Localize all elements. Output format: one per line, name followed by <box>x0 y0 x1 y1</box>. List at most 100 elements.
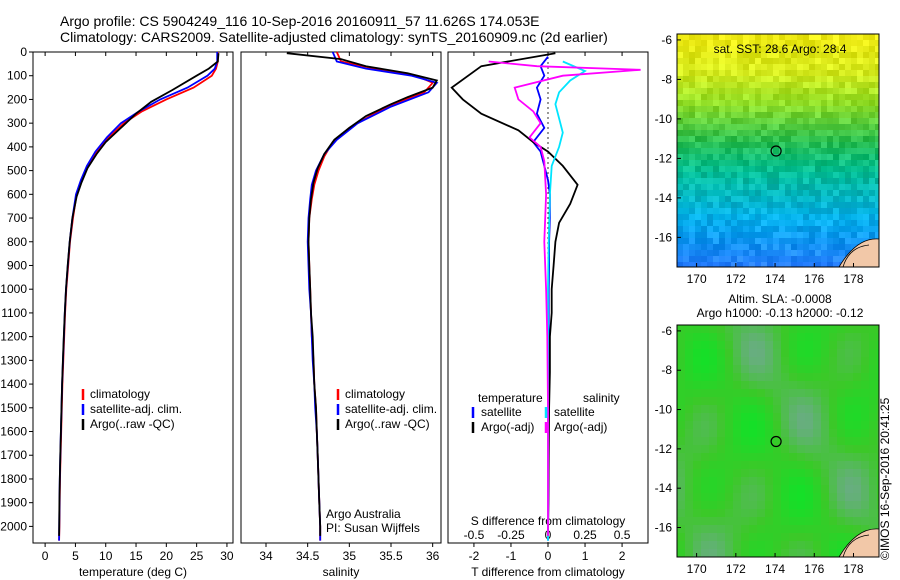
map-cell <box>791 70 797 76</box>
map-cell <box>845 190 851 196</box>
map-cell <box>701 76 707 82</box>
map-cell <box>717 349 725 357</box>
map-cell <box>765 469 773 477</box>
map-cell <box>677 477 685 485</box>
map-cell <box>749 238 755 244</box>
map-cell <box>757 429 765 437</box>
map-cell <box>839 112 845 118</box>
map-cell <box>677 429 685 437</box>
map-cell <box>773 112 779 118</box>
map-cell <box>689 64 695 70</box>
map-cell <box>761 184 767 190</box>
map-cell <box>845 220 851 226</box>
map-cell <box>765 485 773 493</box>
map-cell <box>773 549 781 557</box>
map-cell <box>693 469 701 477</box>
map-cell <box>837 333 845 341</box>
map-cell <box>861 413 869 421</box>
map-cell <box>837 541 845 549</box>
temperature-xlabel: temperature (deg C) <box>79 565 187 579</box>
map-cell <box>701 160 707 166</box>
map-cell <box>695 106 701 112</box>
map-cell <box>869 100 875 106</box>
map-cell <box>815 70 821 76</box>
map-cell <box>685 421 693 429</box>
map-cell <box>845 130 851 136</box>
map-cell <box>737 112 743 118</box>
map-cell <box>839 70 845 76</box>
depth-tick-label: 600 <box>7 187 27 201</box>
map-cell <box>869 142 875 148</box>
map-cell <box>845 214 851 220</box>
map-cell <box>737 238 743 244</box>
map-cell <box>733 445 741 453</box>
map-cell <box>875 64 879 70</box>
map-cell <box>791 214 797 220</box>
map-cell <box>813 445 821 453</box>
map-cell <box>725 365 733 373</box>
map-cell <box>851 118 857 124</box>
map-cell <box>853 333 861 341</box>
map-cell <box>725 262 731 267</box>
map-cell <box>839 160 845 166</box>
map-cell <box>815 166 821 172</box>
map-cell <box>749 40 755 46</box>
map-cell <box>731 232 737 238</box>
map-cell <box>845 325 853 333</box>
map-cell <box>767 76 773 82</box>
map-cell <box>733 333 741 341</box>
map-cell <box>773 485 781 493</box>
map-cell <box>677 202 683 208</box>
map-sla-frame <box>676 324 880 558</box>
map-cell <box>765 333 773 341</box>
map-cell <box>869 160 875 166</box>
map-cell <box>707 52 713 58</box>
map-cell <box>707 166 713 172</box>
map-cell <box>689 70 695 76</box>
map-cell <box>869 453 877 461</box>
map-cell <box>755 130 761 136</box>
map-cell <box>719 76 725 82</box>
map-cell <box>861 357 869 365</box>
map-cell <box>689 142 695 148</box>
map-cell <box>815 148 821 154</box>
map-cell <box>789 365 797 373</box>
map-cell <box>785 238 791 244</box>
map-cell <box>837 397 845 405</box>
map-cell <box>749 178 755 184</box>
map-cell <box>809 196 815 202</box>
map-cell <box>791 256 797 262</box>
map-cell <box>757 397 765 405</box>
map-cell <box>813 341 821 349</box>
map-cell <box>749 429 757 437</box>
map-cell <box>821 40 827 46</box>
map-cell <box>689 100 695 106</box>
map-cell <box>845 58 851 64</box>
map-cell <box>839 202 845 208</box>
map-cell <box>833 124 839 130</box>
map-cell <box>845 34 851 40</box>
map-cell <box>743 58 749 64</box>
map-cell <box>725 220 731 226</box>
map-cell <box>791 250 797 256</box>
map-cell <box>827 118 833 124</box>
map-cell <box>797 196 803 202</box>
map-cell <box>743 178 749 184</box>
map-cell <box>695 112 701 118</box>
map-cell <box>709 413 717 421</box>
map-cell <box>781 397 789 405</box>
map-cell <box>875 160 879 166</box>
map-cell <box>789 429 797 437</box>
map-cell <box>743 190 749 196</box>
map-cell <box>701 40 707 46</box>
map-cell <box>733 421 741 429</box>
map-cell <box>797 357 805 365</box>
map-cell <box>749 244 755 250</box>
map-cell <box>789 405 797 413</box>
map-cell <box>713 184 719 190</box>
map-cell <box>797 493 805 501</box>
map-cell <box>813 405 821 413</box>
map-cell <box>797 244 803 250</box>
map-cell <box>789 541 797 549</box>
map-cell <box>755 160 761 166</box>
